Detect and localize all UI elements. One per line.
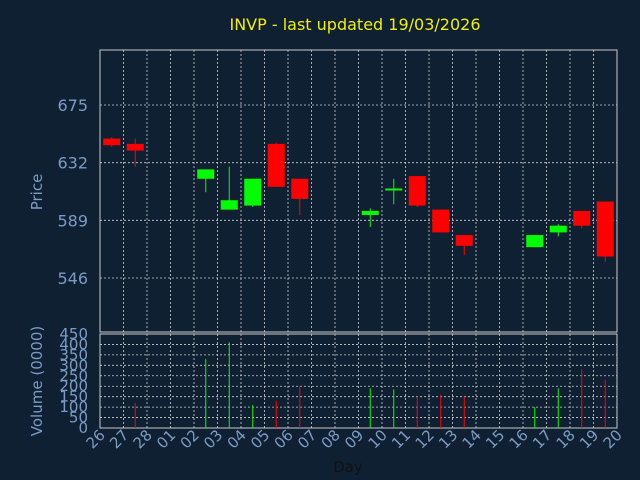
candle-body: [267, 143, 285, 187]
x-tick-label: 28: [130, 426, 156, 452]
x-tick-label: 13: [435, 426, 461, 452]
candle-body: [126, 143, 144, 151]
volume-tick-label: 200: [59, 377, 88, 395]
volume-tick-label: 300: [59, 356, 88, 374]
x-tick-label: 14: [459, 426, 485, 452]
chart-title: INVP - last updated 19/03/2026: [229, 15, 480, 34]
candle-body: [596, 201, 614, 257]
x-axis-label: Day: [333, 458, 363, 476]
x-tick-label: 19: [576, 426, 602, 452]
x-axis: 2627280102030405060708091011121314151617…: [83, 426, 626, 452]
x-tick-label: 07: [294, 426, 320, 452]
x-tick-label: 16: [506, 426, 532, 452]
volume-tick-label: 250: [59, 367, 88, 385]
candle-body: [408, 176, 426, 206]
x-tick-label: 17: [529, 426, 555, 452]
candle-body: [197, 169, 215, 179]
price-tick-label: 675: [57, 96, 88, 115]
x-tick-label: 04: [224, 426, 250, 452]
candle-body: [385, 188, 403, 191]
x-tick-label: 09: [341, 426, 367, 452]
candle-body: [455, 235, 473, 246]
volume-tick-label: 450: [59, 325, 88, 343]
volume-tick-label: 50: [69, 409, 88, 427]
volume-tick-label: 0: [78, 419, 88, 437]
candle-body: [103, 138, 121, 146]
x-tick-label: 10: [365, 426, 391, 452]
candle-body: [361, 210, 379, 215]
x-tick-label: 08: [318, 426, 344, 452]
candles: [103, 137, 614, 262]
x-tick-label: 18: [553, 426, 579, 452]
x-tick-label: 12: [412, 426, 438, 452]
volume-panel-frame: [99, 333, 618, 429]
candle-body: [244, 178, 262, 206]
x-tick-label: 11: [388, 426, 414, 452]
price-axis-label: Price: [28, 174, 46, 211]
x-tick-label: 06: [271, 426, 297, 452]
x-tick-label: 20: [600, 426, 626, 452]
volume-bars: [134, 342, 606, 428]
x-tick-label: 02: [177, 426, 203, 452]
candle-body: [432, 209, 450, 233]
candle-body: [526, 235, 544, 248]
grid-lines: [100, 50, 617, 428]
candle-body: [220, 200, 238, 210]
x-tick-label: 01: [153, 426, 179, 452]
volume-tick-label: 400: [59, 335, 88, 353]
candle-body: [291, 178, 309, 199]
price-tick-label: 632: [57, 154, 88, 173]
volume-tick-label: 100: [59, 398, 88, 416]
price-axis: 546 589 632 675: [57, 96, 88, 288]
volume-tick-label: 350: [59, 346, 88, 364]
x-tick-label: 27: [106, 426, 132, 452]
candle-body: [549, 225, 567, 233]
x-tick-label: 03: [200, 426, 226, 452]
x-tick-label: 15: [482, 426, 508, 452]
price-tick-label: 546: [57, 269, 88, 288]
x-tick-label: 05: [247, 426, 273, 452]
price-tick-label: 589: [57, 211, 88, 230]
volume-axis-label: Volume (0000): [28, 326, 46, 436]
candle-body: [573, 210, 591, 226]
volume-tick-label: 150: [59, 388, 88, 406]
